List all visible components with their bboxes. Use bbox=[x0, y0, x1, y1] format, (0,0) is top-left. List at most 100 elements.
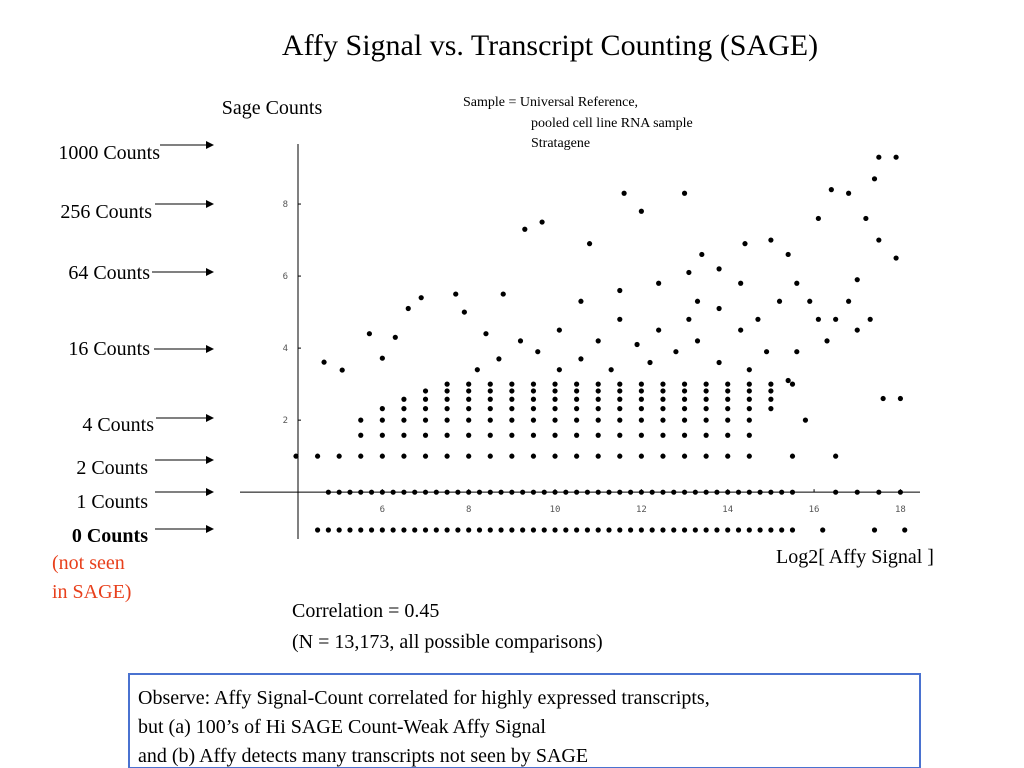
point bbox=[671, 527, 677, 533]
point bbox=[368, 489, 375, 495]
point bbox=[509, 432, 515, 438]
point bbox=[595, 396, 601, 402]
point bbox=[293, 453, 299, 459]
count-label: 0 Counts bbox=[72, 525, 148, 547]
point bbox=[681, 417, 688, 423]
point bbox=[893, 255, 899, 261]
point bbox=[379, 453, 385, 459]
point bbox=[638, 396, 644, 402]
count-labels: 1000 Counts 256 Counts 64 Counts 16 Coun… bbox=[52, 141, 214, 603]
point bbox=[358, 417, 364, 423]
point bbox=[763, 349, 770, 355]
point bbox=[617, 417, 623, 423]
point bbox=[789, 381, 796, 387]
x-tick-label: 6 bbox=[380, 505, 385, 515]
count-label: 16 Counts bbox=[68, 338, 150, 360]
point bbox=[681, 527, 688, 533]
point bbox=[574, 432, 580, 438]
point bbox=[902, 527, 908, 533]
point bbox=[746, 406, 752, 412]
point bbox=[703, 417, 709, 423]
point bbox=[725, 388, 731, 394]
point bbox=[686, 269, 692, 276]
point bbox=[649, 489, 655, 495]
point bbox=[871, 527, 878, 533]
correlation: Correlation = 0.45 bbox=[292, 600, 439, 622]
point bbox=[660, 432, 666, 438]
point bbox=[336, 489, 342, 495]
point bbox=[444, 388, 450, 394]
point bbox=[725, 406, 731, 412]
point bbox=[681, 432, 688, 438]
point bbox=[673, 349, 679, 355]
point bbox=[755, 316, 761, 322]
point bbox=[746, 432, 752, 438]
point bbox=[638, 208, 644, 214]
point bbox=[487, 406, 493, 412]
point bbox=[401, 417, 407, 423]
point bbox=[627, 489, 634, 495]
point bbox=[746, 417, 752, 423]
point bbox=[433, 527, 439, 533]
point bbox=[584, 489, 591, 495]
point bbox=[453, 291, 459, 297]
point bbox=[422, 453, 429, 459]
point bbox=[634, 341, 640, 348]
point bbox=[746, 453, 752, 459]
point bbox=[768, 237, 774, 243]
point bbox=[358, 453, 364, 459]
point bbox=[779, 489, 785, 495]
point bbox=[893, 154, 899, 160]
point bbox=[897, 395, 904, 402]
point bbox=[509, 406, 515, 412]
point bbox=[509, 527, 515, 533]
point bbox=[574, 406, 580, 412]
point bbox=[660, 417, 666, 423]
point bbox=[422, 417, 429, 423]
point bbox=[530, 417, 537, 423]
point bbox=[595, 417, 601, 423]
point bbox=[681, 381, 688, 387]
point bbox=[487, 388, 493, 394]
point bbox=[703, 381, 709, 387]
point bbox=[742, 241, 748, 247]
point bbox=[418, 295, 424, 301]
point bbox=[638, 406, 644, 412]
point bbox=[401, 396, 407, 402]
point bbox=[807, 298, 813, 304]
point bbox=[556, 327, 562, 333]
point bbox=[552, 417, 558, 423]
point bbox=[466, 406, 472, 412]
point bbox=[768, 527, 774, 533]
point bbox=[833, 453, 839, 459]
point bbox=[768, 406, 774, 412]
point bbox=[876, 237, 882, 243]
point bbox=[358, 527, 364, 533]
point bbox=[487, 381, 493, 387]
point bbox=[649, 527, 655, 533]
point bbox=[444, 396, 450, 402]
point bbox=[776, 298, 783, 304]
point bbox=[466, 381, 472, 387]
point bbox=[586, 241, 593, 247]
count-label: 1000 Counts bbox=[58, 142, 160, 164]
point bbox=[444, 432, 450, 438]
point bbox=[714, 489, 720, 495]
point bbox=[455, 489, 461, 495]
point bbox=[401, 453, 407, 459]
point bbox=[466, 489, 472, 495]
point bbox=[552, 527, 558, 533]
point bbox=[738, 280, 744, 286]
point bbox=[617, 489, 623, 495]
point bbox=[714, 527, 720, 533]
point bbox=[880, 395, 886, 402]
point bbox=[789, 489, 796, 495]
point bbox=[681, 190, 688, 196]
point bbox=[541, 527, 547, 533]
point bbox=[638, 381, 644, 387]
point bbox=[794, 280, 800, 286]
point bbox=[876, 154, 882, 160]
point bbox=[433, 489, 439, 495]
point bbox=[358, 432, 364, 438]
